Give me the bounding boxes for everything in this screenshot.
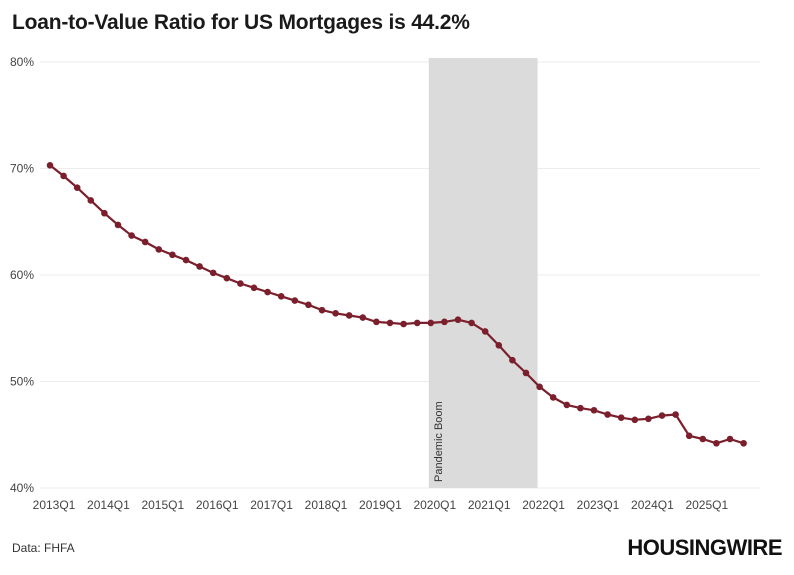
data-point [645, 415, 652, 423]
x-tick-label: 2013Q1 [33, 498, 76, 512]
data-point [658, 412, 666, 419]
y-tick-label: 40% [10, 481, 34, 495]
data-point [604, 411, 611, 418]
x-tick-label: 2017Q1 [250, 498, 293, 512]
data-point [631, 416, 639, 424]
data-point [196, 263, 203, 270]
y-tick-label: 70% [10, 162, 34, 176]
source-note: Data: FHFA [12, 541, 75, 555]
data-point [699, 435, 707, 443]
data-point [250, 284, 258, 292]
gridlines [40, 61, 760, 489]
y-tick-label: 80% [10, 55, 34, 69]
data-point [359, 314, 367, 321]
data-point [141, 238, 149, 246]
data-point [223, 274, 231, 282]
x-tick-label: 2022Q1 [522, 498, 565, 512]
data-point [590, 406, 598, 414]
data-point [373, 318, 380, 326]
x-tick-label: 2024Q1 [631, 498, 674, 512]
data-point [740, 439, 747, 447]
data-point [726, 435, 734, 443]
data-point [685, 432, 693, 440]
ltv-series-line [49, 164, 744, 445]
data-point [495, 341, 503, 349]
data-point [386, 319, 394, 327]
x-tick-label: 2021Q1 [468, 498, 511, 512]
data-point [713, 439, 720, 447]
x-tick-label: 2014Q1 [87, 498, 130, 512]
x-tick-label: 2015Q1 [141, 498, 184, 512]
data-point [563, 401, 571, 409]
data-point [155, 246, 163, 253]
data-point [468, 319, 475, 327]
data-point [318, 306, 326, 314]
axis-labels: 40% 50% 60% 70% 80% 2013Q1 2014Q1 2015Q1 2016Q1 2… [10, 55, 729, 512]
data-point [128, 232, 135, 239]
data-point [182, 256, 190, 264]
data-point [536, 383, 543, 391]
data-point [522, 369, 530, 377]
y-tick-label: 60% [10, 268, 34, 282]
data-point [237, 280, 244, 287]
x-tick-label: 2019Q1 [359, 498, 402, 512]
data-point [549, 394, 557, 401]
data-point [617, 414, 625, 422]
data-point [332, 310, 339, 317]
data-point [345, 312, 353, 319]
data-point [413, 319, 421, 327]
chart-title: Loan-to-Value Ratio for US Mortgages is … [12, 11, 470, 34]
data-point [441, 318, 448, 326]
data-point [46, 162, 54, 169]
y-tick-label: 50% [10, 375, 34, 389]
series-points [46, 162, 747, 447]
data-point [87, 197, 95, 204]
data-point [672, 411, 679, 418]
data-point [305, 301, 312, 309]
x-tick-label: 2018Q1 [305, 498, 348, 512]
data-point [277, 293, 285, 300]
data-point [577, 404, 584, 412]
data-point [481, 328, 489, 335]
data-point [73, 184, 81, 191]
data-point [291, 297, 299, 304]
housingwire-logo: HOUSINGWIRE [627, 535, 782, 560]
series-line [49, 164, 744, 445]
x-tick-label: 2016Q1 [196, 498, 239, 512]
data-point [427, 319, 435, 327]
pandemic-band [428, 58, 538, 488]
data-point [114, 221, 122, 229]
data-point [509, 356, 516, 364]
pandemic-shade: Pandemic Boom [428, 58, 538, 488]
data-point [264, 288, 271, 296]
data-point [101, 209, 108, 217]
data-point [169, 251, 176, 259]
data-point [400, 320, 407, 328]
data-point [209, 269, 217, 277]
x-tick-label: 2023Q1 [577, 498, 620, 512]
pandemic-label: Pandemic Boom [433, 401, 445, 482]
data-point [454, 316, 462, 324]
data-point [60, 172, 67, 180]
x-tick-label: 2025Q1 [685, 498, 728, 512]
x-tick-label: 2020Q1 [413, 498, 456, 512]
